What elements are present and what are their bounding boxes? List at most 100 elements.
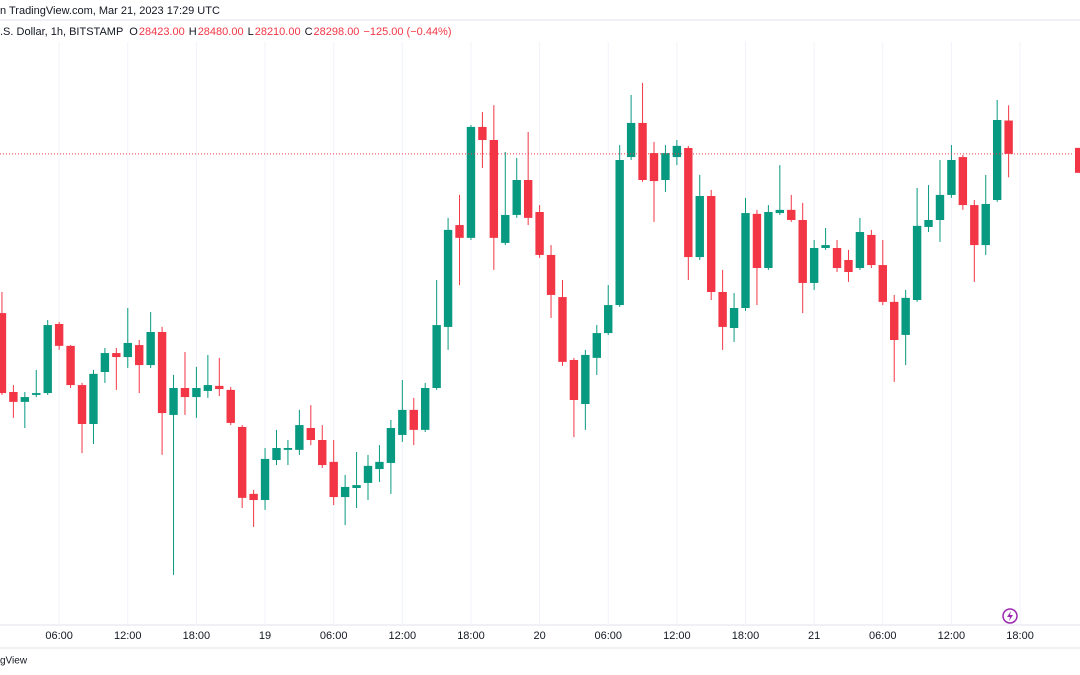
candle-body: [535, 212, 544, 255]
candle-body: [752, 213, 762, 268]
candle-body: [706, 196, 716, 292]
candles: [0, 82, 1013, 575]
candle-body: [832, 248, 842, 268]
candle-body: [283, 448, 293, 450]
candle-body: [192, 388, 201, 398]
candle-body: [54, 324, 64, 346]
candle-body: [501, 214, 510, 243]
candle-body: [947, 160, 956, 195]
candle-body: [260, 458, 270, 500]
x-tick-label: 06:00: [594, 630, 622, 642]
candle-body: [272, 448, 281, 460]
candle-body: [32, 393, 41, 395]
candle-body: [981, 204, 990, 246]
ohlc-label: L: [248, 26, 254, 38]
candle-body: [718, 292, 727, 327]
candle-body: [66, 345, 75, 386]
candle-body: [935, 194, 945, 220]
candle-body: [375, 461, 384, 470]
x-tick-label: 19: [259, 630, 271, 642]
candle-body: [295, 425, 304, 450]
candle-body: [386, 428, 396, 463]
candle-body: [306, 428, 316, 440]
candle-body: [809, 248, 819, 283]
candle-body: [581, 354, 590, 404]
candle-body: [100, 353, 110, 372]
symbol: .S. Dollar, 1h, BITSTAMP: [0, 26, 123, 38]
x-tick-label: 12:00: [389, 630, 417, 642]
x-tick-label: 18:00: [457, 630, 485, 642]
candle-body: [489, 140, 499, 238]
candle-body: [466, 126, 476, 238]
candle-body: [77, 385, 87, 424]
footer-brand: gView: [0, 656, 28, 667]
candle-body: [546, 254, 556, 295]
candle-body: [695, 196, 704, 258]
candle-body: [215, 385, 224, 390]
candle-body: [649, 153, 659, 182]
candle-body: [787, 209, 796, 220]
candle-body: [523, 180, 533, 218]
candle-body: [340, 486, 350, 498]
x-tick-label: 06:00: [45, 630, 73, 642]
candle-body: [684, 148, 693, 258]
candle-body: [661, 153, 670, 180]
ohlc-value: 28298.00: [314, 26, 360, 38]
candle-body: [558, 297, 567, 362]
candle-body: [9, 392, 18, 402]
ohlc-value: 28423.00: [139, 26, 185, 38]
candle-body: [169, 388, 178, 415]
candle-body: [764, 212, 773, 268]
candle-body: [958, 157, 968, 206]
candle-body: [512, 180, 521, 215]
candle-body: [20, 397, 30, 402]
candle-body: [924, 220, 933, 227]
candle-body: [992, 120, 1002, 200]
candle-body: [329, 461, 338, 498]
candle-body: [729, 308, 739, 328]
candle-body: [146, 332, 155, 366]
candle-body: [398, 409, 407, 435]
ohlc-value: 28480.00: [198, 26, 244, 38]
candle-body: [226, 389, 235, 423]
candle-body: [203, 385, 213, 391]
ohlc-label: C: [305, 26, 313, 38]
candle-body: [123, 342, 132, 358]
x-tick-label: 21: [808, 630, 820, 642]
last-price-tag: [1075, 147, 1080, 173]
candle-body: [249, 493, 258, 500]
candle-body: [180, 388, 190, 398]
candle-body: [363, 465, 373, 483]
candle-body: [970, 205, 979, 246]
candle-body: [775, 209, 785, 214]
candle-body: [844, 260, 853, 272]
candle-body: [615, 160, 624, 306]
candle-body: [89, 373, 98, 424]
candle-body: [890, 301, 899, 340]
x-tick-label: 12:00: [938, 630, 966, 642]
ohlc-label: H: [189, 26, 197, 38]
candle-body: [867, 234, 876, 266]
alert-icon: [1002, 608, 1018, 624]
header: n TradingView.com, Mar 21, 2023 17:29 UT…: [0, 5, 220, 38]
x-tick-label: 18:00: [732, 630, 760, 642]
candle-body: [352, 485, 361, 488]
candle-body: [432, 325, 441, 388]
candle-body: [478, 126, 487, 140]
x-tick-label: 12:00: [663, 630, 691, 642]
candle-body: [638, 122, 647, 180]
x-tick-label: 06:00: [869, 630, 897, 642]
candle-body: [741, 213, 750, 308]
candle-body: [0, 313, 7, 394]
candle-body: [821, 245, 830, 248]
candle-body: [1004, 120, 1013, 154]
candle-body: [798, 220, 807, 283]
x-tick-label: 20: [533, 630, 545, 642]
candle-body: [878, 265, 887, 302]
candle-body: [592, 333, 601, 358]
candle-body: [43, 325, 52, 394]
candle-body: [421, 388, 430, 430]
candle-body: [626, 122, 636, 158]
candle-body: [135, 345, 144, 366]
change: −125.00 (−0.44%): [363, 26, 451, 38]
